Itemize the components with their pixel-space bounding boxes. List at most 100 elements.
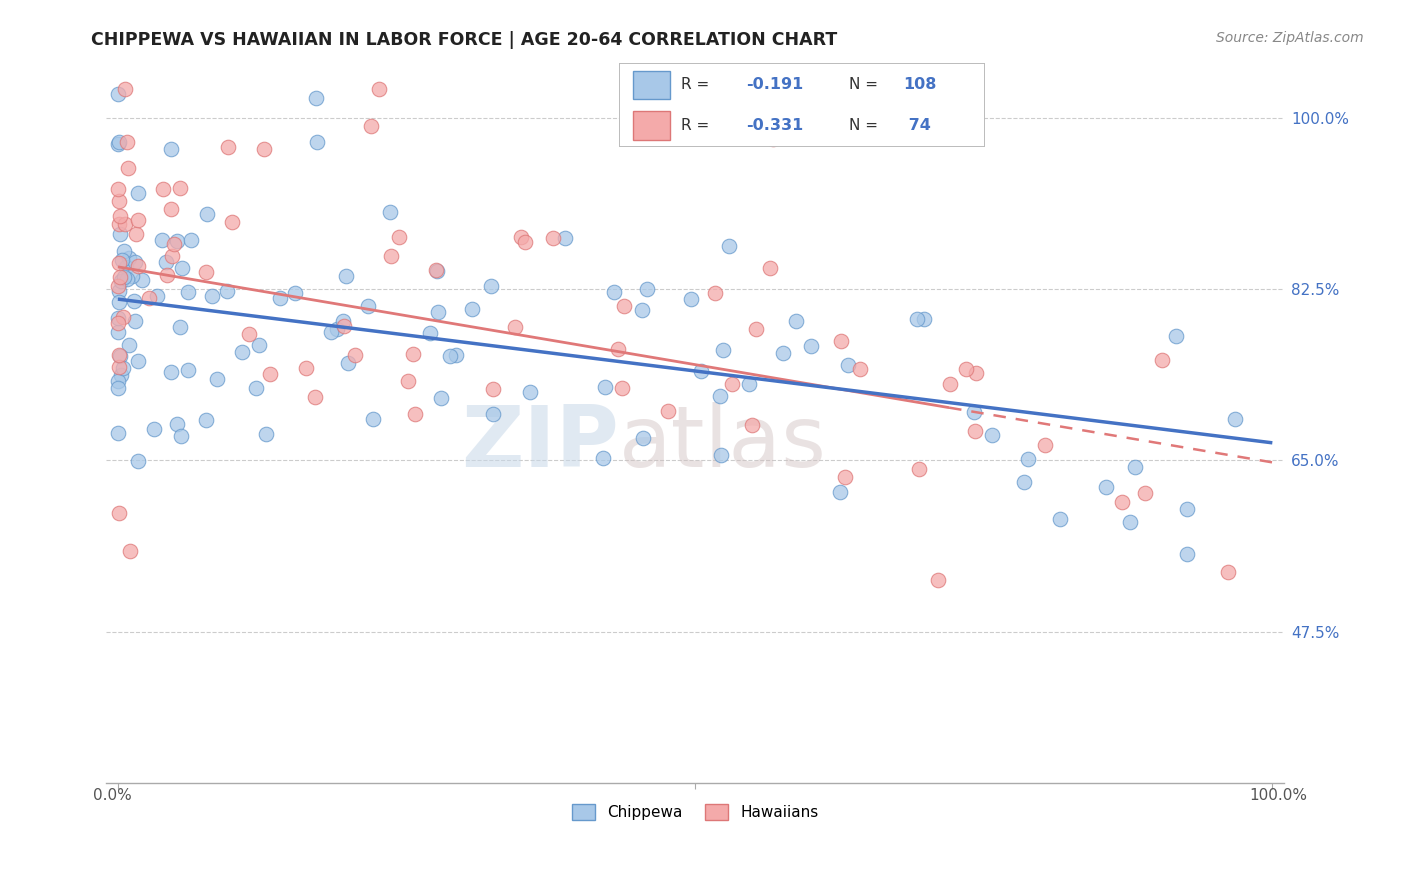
Point xyxy=(630,302,652,317)
Point xyxy=(1012,475,1035,490)
Point xyxy=(108,284,131,298)
Point xyxy=(249,338,271,352)
Point xyxy=(612,299,634,313)
Point xyxy=(828,484,851,499)
Point xyxy=(481,407,503,421)
Point xyxy=(108,194,131,208)
Point xyxy=(361,412,384,426)
Point xyxy=(593,380,616,394)
Point xyxy=(404,407,426,421)
Point xyxy=(1094,480,1116,494)
Point xyxy=(115,260,138,274)
Point xyxy=(387,229,409,244)
Point xyxy=(253,142,276,156)
Point xyxy=(912,312,935,326)
Point xyxy=(108,227,131,241)
Point xyxy=(607,342,630,356)
Point xyxy=(509,229,531,244)
Point xyxy=(554,231,576,245)
Point xyxy=(965,366,987,380)
Point xyxy=(758,261,780,276)
Point xyxy=(169,320,191,334)
Point xyxy=(717,239,740,253)
Point xyxy=(772,346,794,360)
Point xyxy=(631,431,654,445)
Point xyxy=(837,359,859,373)
Point xyxy=(785,314,807,328)
Point xyxy=(160,142,183,156)
Point xyxy=(360,120,382,134)
Point xyxy=(709,389,731,403)
Point xyxy=(127,354,149,368)
Point xyxy=(332,314,354,328)
Point xyxy=(380,205,402,219)
Point xyxy=(307,135,329,149)
Point xyxy=(1216,565,1239,579)
Point xyxy=(108,360,131,375)
Point xyxy=(1164,328,1187,343)
Point xyxy=(107,217,129,231)
Point xyxy=(426,264,449,278)
Point xyxy=(679,292,702,306)
Point xyxy=(927,573,949,587)
Point xyxy=(125,227,148,242)
Point xyxy=(1049,511,1071,525)
Point xyxy=(592,451,614,466)
Point xyxy=(108,135,131,149)
Point xyxy=(107,316,129,330)
Point xyxy=(402,347,425,361)
Point xyxy=(444,348,467,362)
Point xyxy=(1133,485,1156,500)
Point xyxy=(254,427,277,442)
Point xyxy=(519,385,541,400)
Text: 0.0%: 0.0% xyxy=(93,788,132,803)
Point xyxy=(657,404,679,418)
Point xyxy=(238,326,260,341)
Point xyxy=(269,291,291,305)
Point xyxy=(357,299,380,313)
Point xyxy=(231,344,253,359)
Point xyxy=(114,82,136,96)
Point xyxy=(1152,353,1174,368)
Point xyxy=(335,268,357,283)
Point xyxy=(124,314,146,328)
Point xyxy=(169,181,191,195)
Point xyxy=(1017,452,1039,467)
Point xyxy=(138,291,160,305)
Point xyxy=(245,380,267,394)
Legend: Chippewa, Hawaiians: Chippewa, Hawaiians xyxy=(565,797,825,826)
Point xyxy=(110,274,132,288)
Point xyxy=(107,279,129,293)
Point xyxy=(981,427,1004,442)
Point xyxy=(155,254,177,268)
Point xyxy=(107,381,129,395)
Point xyxy=(800,339,823,353)
Point xyxy=(205,371,228,385)
Point xyxy=(427,304,450,318)
Point xyxy=(343,348,366,362)
Point xyxy=(107,137,129,152)
Point xyxy=(259,367,281,381)
Point xyxy=(166,417,188,431)
Point xyxy=(830,334,852,348)
Point xyxy=(515,235,537,249)
Point xyxy=(142,422,165,436)
Point xyxy=(176,363,198,377)
Point xyxy=(304,390,326,404)
Point xyxy=(176,285,198,300)
Point xyxy=(326,321,349,335)
Point xyxy=(689,363,711,377)
Point xyxy=(332,319,354,334)
Point xyxy=(107,182,129,196)
Point xyxy=(159,365,181,379)
Point xyxy=(1123,460,1146,475)
Point xyxy=(1223,412,1246,426)
Point xyxy=(1119,516,1142,530)
Point xyxy=(737,376,759,391)
Point xyxy=(112,269,135,284)
Point xyxy=(711,343,734,357)
Text: Source: ZipAtlas.com: Source: ZipAtlas.com xyxy=(1216,31,1364,45)
Point xyxy=(201,289,224,303)
Point xyxy=(1033,438,1056,452)
Point xyxy=(541,231,564,245)
